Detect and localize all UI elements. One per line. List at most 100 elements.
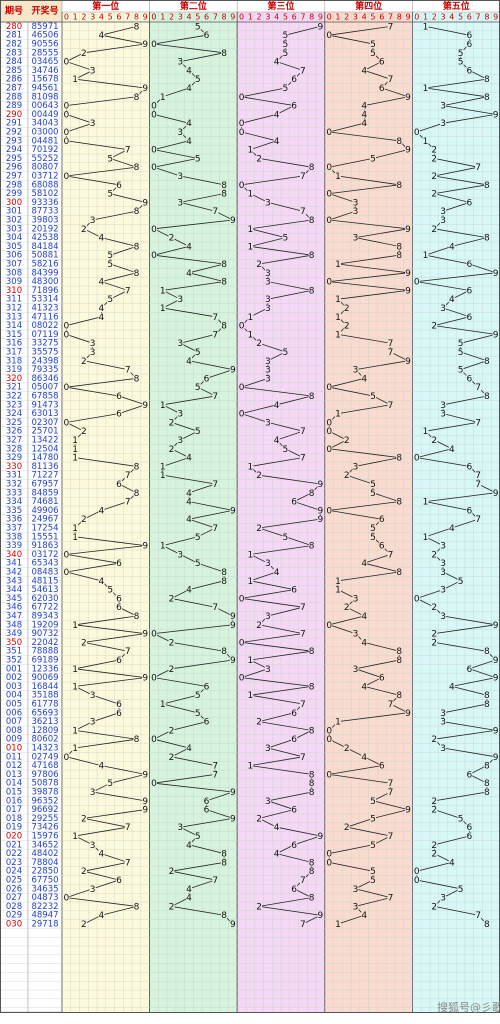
period: 285 — [6, 66, 22, 76]
period: 298 — [6, 180, 22, 190]
drawn-digit: 9 — [230, 788, 236, 798]
drawn-digit: 0 — [414, 594, 420, 604]
digit-backdrop — [150, 251, 157, 260]
digit-backdrop — [317, 22, 324, 31]
drawn-digit: 5 — [458, 58, 464, 68]
drawn-digit: 8 — [309, 894, 315, 904]
digit-backdrop — [264, 796, 271, 805]
digit-backdrop — [133, 268, 140, 277]
drawn-digit: 1 — [247, 762, 253, 772]
winning-number: 15678 — [31, 75, 58, 85]
digit-backdrop — [378, 761, 385, 770]
digit-backdrop — [291, 840, 298, 849]
drawn-digit: 6 — [379, 515, 385, 525]
drawn-digit: 5 — [458, 339, 464, 349]
drawn-digit: 6 — [466, 832, 472, 842]
winning-number: 91473 — [31, 400, 58, 410]
digit-backdrop — [440, 541, 447, 550]
digit-backdrop — [396, 453, 403, 462]
digit-label: 8 — [134, 13, 139, 22]
period: 314 — [6, 321, 22, 331]
digit-backdrop — [186, 356, 193, 365]
digit-backdrop — [89, 348, 96, 356]
drawn-digit: 7 — [300, 876, 306, 886]
drawn-digit: 7 — [475, 163, 481, 173]
digit-backdrop — [334, 920, 341, 928]
digit-backdrop — [98, 849, 105, 858]
digit-backdrop — [466, 312, 473, 321]
digit-backdrop — [115, 559, 122, 568]
drawn-digit: 3 — [353, 885, 359, 895]
drawn-digit: 1 — [335, 260, 341, 270]
period: 330 — [6, 462, 22, 472]
drawn-digit: 2 — [256, 814, 262, 824]
drawn-digit: 0 — [326, 216, 332, 226]
drawn-digit: 8 — [134, 374, 140, 384]
digit-backdrop — [115, 180, 122, 189]
digit-backdrop — [308, 286, 315, 295]
digit-backdrop — [352, 198, 359, 207]
winning-number: 50881 — [31, 251, 58, 261]
drawn-digit: 3 — [440, 568, 446, 578]
digit-backdrop — [352, 365, 359, 374]
digit-backdrop — [229, 920, 236, 928]
winning-number: 12336 — [31, 664, 58, 674]
digit-backdrop — [492, 656, 499, 664]
period: 313 — [6, 312, 22, 322]
digit-backdrop — [396, 497, 403, 506]
drawn-digit: 2 — [344, 436, 350, 446]
winning-number: 87733 — [31, 207, 58, 217]
drawn-digit: 0 — [326, 506, 332, 516]
digit-backdrop — [194, 427, 201, 436]
digit-backdrop — [247, 224, 254, 233]
digit-label: 9 — [143, 13, 148, 22]
digit-backdrop — [107, 189, 114, 198]
drawn-digit: 3 — [90, 119, 96, 129]
drawn-digit: 8 — [484, 357, 490, 367]
drawn-digit: 2 — [256, 154, 262, 164]
drawn-digit: 6 — [466, 260, 472, 270]
drawn-digit: 6 — [116, 709, 122, 719]
drawn-digit: 9 — [318, 832, 324, 842]
drawn-digit: 5 — [283, 49, 289, 59]
digit-backdrop — [80, 224, 87, 233]
digit-backdrop — [475, 515, 482, 524]
digit-backdrop — [282, 40, 289, 48]
winning-number: 15976 — [31, 832, 58, 842]
drawn-digit: 4 — [449, 445, 455, 455]
digit-backdrop — [369, 532, 376, 541]
digit-backdrop — [89, 884, 96, 893]
digit-backdrop — [466, 462, 473, 471]
drawn-digit: 5 — [195, 22, 201, 32]
drawn-digit: 5 — [195, 533, 201, 543]
drawn-digit: 8 — [396, 568, 402, 578]
drawn-digit: 8 — [309, 251, 315, 261]
digit-backdrop — [387, 348, 394, 356]
digit-backdrop — [98, 761, 105, 770]
drawn-digit: 4 — [361, 110, 367, 120]
digit-backdrop — [229, 656, 236, 664]
digit-backdrop — [369, 154, 376, 163]
digit-backdrop — [229, 620, 236, 629]
drawn-digit: 2 — [344, 603, 350, 613]
digit-backdrop — [159, 471, 166, 480]
period: 337 — [6, 524, 22, 534]
winning-number: 03172 — [31, 550, 58, 560]
digit-backdrop — [282, 532, 289, 541]
digit-backdrop — [413, 277, 420, 286]
digit-backdrop — [142, 198, 149, 207]
digit-backdrop — [431, 145, 438, 154]
digit-backdrop — [334, 295, 341, 304]
digit-backdrop — [352, 884, 359, 893]
drawn-digit: 6 — [466, 665, 472, 675]
digit-backdrop — [405, 286, 412, 295]
period: 004 — [6, 691, 22, 701]
drawn-digit: 2 — [169, 638, 175, 648]
digit-backdrop — [343, 471, 350, 480]
drawn-digit: 3 — [440, 586, 446, 596]
drawn-digit: 0 — [326, 735, 332, 745]
drawn-digit: 6 — [379, 542, 385, 552]
digit-backdrop — [308, 770, 315, 779]
drawn-digit: 8 — [484, 234, 490, 244]
digit-backdrop — [72, 453, 79, 462]
